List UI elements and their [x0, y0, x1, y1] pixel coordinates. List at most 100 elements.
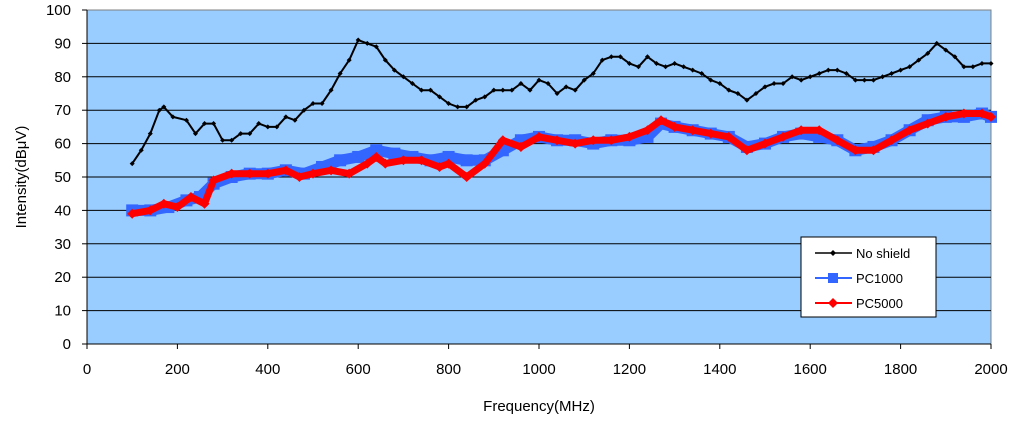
x-axis-title: Frequency(MHz) — [483, 398, 595, 415]
data-point-no-shield — [717, 80, 723, 86]
data-point-no-shield — [170, 114, 176, 120]
data-point-no-shield — [364, 40, 370, 46]
y-axis-title: Intensity(dBμV) — [13, 126, 30, 229]
data-point-no-shield — [943, 47, 949, 53]
data-point-no-shield — [274, 124, 280, 130]
data-point-no-shield — [870, 77, 876, 83]
data-point-pc5000 — [588, 135, 599, 146]
data-point-no-shield — [138, 147, 144, 153]
data-point-no-shield — [654, 60, 660, 66]
x-axis-ticks: 0 200 400 600 800 1000 1200 1400 1600 1800 2000 — [83, 344, 1008, 378]
data-point-no-shield — [337, 70, 343, 76]
data-point-no-shield — [907, 64, 913, 70]
data-point-pc5000 — [280, 165, 291, 176]
data-point-pc5000 — [778, 131, 789, 142]
data-point-pc1000 — [352, 150, 365, 163]
data-point-pc5000 — [172, 202, 183, 213]
y-tick-label: 60 — [54, 136, 71, 153]
data-point-no-shield — [825, 67, 831, 73]
data-point-pc5000 — [416, 155, 427, 166]
data-point-pc5000 — [380, 158, 391, 169]
data-point-no-shield — [635, 64, 641, 70]
data-point-pc5000 — [687, 125, 698, 136]
data-point-pc5000 — [371, 151, 382, 162]
data-point-pc5000 — [398, 155, 409, 166]
data-point-no-shield — [762, 84, 768, 90]
x-tick-label: 1000 — [522, 361, 555, 378]
y-tick-label: 50 — [54, 169, 71, 186]
data-point-pc5000 — [185, 192, 196, 203]
data-point-pc5000 — [226, 168, 237, 179]
data-point-no-shield — [663, 64, 669, 70]
data-point-no-shield — [328, 87, 334, 93]
data-point-no-shield — [355, 37, 361, 43]
data-point-pc5000 — [199, 198, 210, 209]
data-point-no-shield — [310, 101, 316, 107]
data-point-pc5000 — [362, 158, 373, 169]
data-point-pc5000 — [868, 145, 879, 156]
data-point-pc5000 — [723, 131, 734, 142]
data-point-no-shield — [192, 131, 198, 137]
data-point-pc5000 — [760, 138, 770, 149]
data-point-pc5000 — [850, 145, 861, 156]
data-point-no-shield — [699, 70, 705, 76]
data-point-no-shield — [925, 50, 931, 56]
data-point-no-shield — [161, 104, 167, 110]
data-point-no-shield — [238, 131, 244, 137]
y-tick-label: 0 — [63, 336, 71, 353]
data-point-no-shield — [590, 70, 596, 76]
data-point-no-shield — [690, 67, 696, 73]
legend: No shield PC1000 PC5000 — [800, 236, 937, 318]
data-point-pc5000 — [705, 128, 716, 139]
data-point-pc1000 — [460, 154, 473, 167]
data-point-no-shield — [581, 77, 587, 83]
data-point-no-shield — [880, 74, 886, 80]
data-point-no-shield — [789, 74, 795, 80]
data-point-pc5000 — [497, 135, 508, 146]
data-point-pc5000 — [534, 131, 544, 142]
legend-marker-pc1000 — [828, 273, 838, 283]
data-point-pc5000 — [515, 141, 526, 152]
data-point-no-shield — [482, 94, 488, 100]
x-tick-label: 2000 — [974, 361, 1007, 378]
data-point-no-shield — [156, 107, 162, 113]
data-point-no-shield — [428, 87, 434, 93]
data-point-pc5000 — [158, 198, 169, 209]
data-point-no-shield — [861, 77, 867, 83]
data-point-pc5000 — [832, 135, 843, 146]
data-point-no-shield — [220, 137, 226, 143]
data-point-no-shield — [952, 54, 958, 60]
data-point-no-shield — [536, 77, 542, 83]
y-axis-ticks: 0 10 20 30 40 50 60 70 80 90 100 — [46, 2, 87, 353]
data-point-no-shield — [961, 64, 967, 70]
x-tick-label: 1800 — [884, 361, 917, 378]
data-point-no-shield — [708, 77, 714, 83]
x-tick-label: 1400 — [703, 361, 736, 378]
data-point-pc5000 — [669, 121, 680, 132]
legend-label-pc1000: PC1000 — [856, 271, 903, 286]
series-no-shield — [129, 37, 994, 167]
data-point-pc5000 — [976, 108, 987, 119]
data-point-pc1000 — [442, 150, 455, 163]
data-point-no-shield — [500, 87, 506, 93]
data-point-no-shield — [265, 124, 271, 130]
y-tick-label: 30 — [54, 236, 71, 253]
data-point-pc5000 — [656, 115, 667, 126]
data-point-pc1000 — [388, 147, 401, 160]
data-point-no-shield — [202, 121, 208, 127]
data-point-pc5000 — [208, 175, 219, 186]
data-point-pc5000 — [570, 138, 581, 149]
data-point-no-shield — [834, 67, 840, 73]
data-point-no-shield — [979, 60, 985, 66]
data-point-no-shield — [889, 70, 895, 76]
data-point-no-shield — [617, 54, 623, 60]
data-point-pc5000 — [294, 172, 305, 182]
data-point-no-shield — [319, 101, 325, 107]
data-point-no-shield — [554, 91, 560, 96]
y-tick-label: 70 — [54, 102, 71, 119]
data-point-pc1000 — [334, 154, 347, 167]
data-point-no-shield — [608, 54, 614, 60]
data-point-no-shield — [572, 87, 578, 93]
data-point-pc5000 — [940, 111, 951, 122]
